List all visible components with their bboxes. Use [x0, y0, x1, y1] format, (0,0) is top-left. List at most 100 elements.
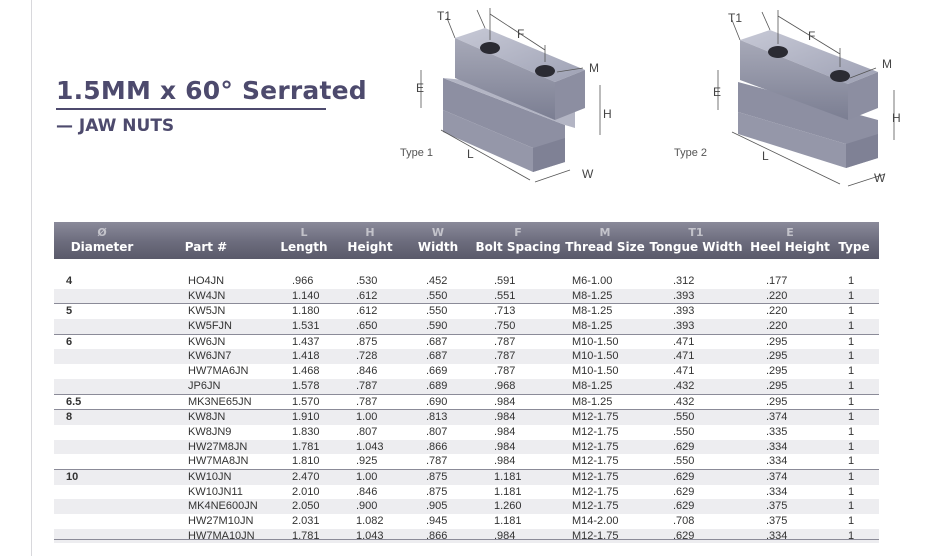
cell-part-number: KW6JN7 — [188, 350, 232, 363]
col-header-tongue-width: T1 Tongue Width — [646, 226, 746, 254]
cell-thread-size: M14-2.00 — [572, 515, 619, 527]
cell-height: 1.082 — [356, 515, 384, 527]
cell-height: .875 — [356, 335, 378, 348]
cell-thread-size: M10-1.50 — [572, 335, 619, 348]
cell-height: .846 — [356, 485, 378, 498]
table-row: 8 KW8JN 1.910 1.00 .813 .984 M12-1.75 .550 .374 1 — [54, 409, 879, 425]
cell-type: 1 — [848, 529, 855, 542]
type-2-label: Type 2 — [674, 147, 708, 159]
col-header-height: H Height — [342, 226, 398, 254]
cell-width: .550 — [426, 305, 448, 318]
cell-length: 1.140 — [292, 289, 320, 302]
tongue-front — [455, 38, 555, 120]
heel-side — [846, 134, 878, 168]
cell-diameter: 8 — [66, 411, 73, 424]
table-row: HW7MA8JN 1.810 .925 .787 .984 M12-1.75 .550 .33… — [54, 454, 879, 469]
col-symbol: F — [514, 226, 522, 239]
table-row: KW4JN 1.140 .612 .550 .551 M8-1.25 .393 .220 1 — [54, 288, 879, 304]
heel-side — [533, 138, 565, 172]
cell-thread-size: M8-1.25 — [572, 305, 613, 318]
cell-type: 1 — [848, 425, 855, 438]
cell-height: 1.043 — [356, 529, 384, 542]
cell-bolt-spacing: 1.181 — [494, 485, 522, 498]
cell-heel-height: .220 — [766, 289, 788, 302]
tongue-side — [555, 70, 585, 120]
cell-type: 1 — [848, 379, 855, 392]
cell-heel-height: .334 — [766, 529, 788, 542]
col-header-diameter: Ø Diameter — [62, 226, 142, 254]
cell-part-number: KW5JN — [188, 305, 226, 318]
cell-thread-size: M8-1.25 — [572, 379, 613, 392]
cell-part-number: MK4NE600JN — [188, 500, 258, 513]
dim-label-w: W — [582, 167, 594, 181]
cell-length: 1.910 — [292, 411, 320, 424]
bolt-hole-1 — [480, 42, 500, 54]
dim-label-t1: T1 — [728, 11, 742, 25]
table-row: JP6JN 1.578 .787 .689 .968 M8-1.25 .432 .295 1 — [54, 378, 879, 394]
col-label: Bolt Spacing — [475, 240, 561, 254]
jaw-nut-type-2-drawing: T1 F M E H L W — [713, 10, 901, 187]
cell-bolt-spacing: .984 — [494, 440, 516, 453]
bolt-hole-2 — [535, 65, 555, 77]
cell-height: .787 — [356, 395, 378, 408]
cell-tongue-width: .393 — [673, 305, 695, 318]
cell-type: 1 — [848, 275, 855, 287]
cell-bolt-spacing: .984 — [494, 425, 516, 438]
col-symbol: M — [599, 226, 611, 239]
spec-table-header: Ø Diameter Part # L Length H Height W Wi… — [54, 222, 879, 259]
col-label: Part # — [184, 240, 228, 254]
cell-tongue-width: .708 — [673, 515, 695, 527]
cell-type: 1 — [848, 320, 855, 333]
col-label: Height — [347, 240, 393, 254]
page-title: 1.5MM x 60° Serrated — [56, 76, 367, 105]
dim-label-l: L — [467, 147, 474, 161]
cell-thread-size: M12-1.75 — [572, 529, 619, 542]
cell-part-number: HW27M10JN — [188, 515, 254, 527]
cell-thread-size: M12-1.75 — [572, 485, 619, 498]
spec-table-body: 4 HO4JN .966.530.452.591 M6-1.00.312.177 1 KW… — [54, 274, 879, 544]
table-row: MK4NE600JN 2.050 .900 .905 1.260 M12-1.75 .629… — [54, 499, 879, 514]
cell-bolt-spacing: 1.260 — [494, 500, 522, 513]
cell-bolt-spacing: .787 — [494, 365, 516, 378]
cell-height: .728 — [356, 350, 378, 363]
cell-heel-height: .374 — [766, 470, 788, 483]
cell-diameter: 5 — [66, 305, 73, 318]
cell-width: .866 — [426, 529, 448, 542]
col-symbol: E — [786, 226, 794, 239]
cell-width: .687 — [426, 350, 448, 363]
cell-type: 1 — [848, 485, 855, 498]
col-symbol: W — [431, 226, 445, 239]
cell-tongue-width: .471 — [673, 335, 695, 348]
cell-length: 2.031 — [292, 515, 320, 527]
cell-type: 1 — [848, 335, 855, 348]
cell-height: .807 — [356, 425, 378, 438]
cell-length: 1.781 — [292, 529, 320, 542]
cell-thread-size: M12-1.75 — [572, 470, 619, 483]
cell-thread-size: M12-1.75 — [572, 425, 619, 438]
col-symbol: L — [300, 226, 308, 239]
cell-width: .690 — [426, 395, 448, 408]
col-label: Heel Height — [750, 240, 830, 254]
tongue-front — [740, 40, 848, 120]
cell-length: 1.810 — [292, 455, 320, 468]
table-row: KW6JN7 1.418 .728 .687 .787 M10-1.50 .471 .295 1 — [54, 349, 879, 365]
cell-length: 1.180 — [292, 305, 320, 318]
dim-label-e: E — [416, 81, 424, 95]
dim-label-e: E — [713, 85, 721, 99]
cell-height: .530 — [356, 275, 378, 287]
cell-tongue-width: .393 — [673, 289, 695, 302]
cell-bolt-spacing: .984 — [494, 455, 516, 468]
cell-tongue-width: .393 — [673, 320, 695, 333]
cell-tongue-width: .629 — [673, 440, 695, 453]
cell-thread-size: M12-1.75 — [572, 455, 619, 468]
cell-bolt-spacing: .551 — [494, 289, 516, 302]
col-header-thread-size: M Thread Size — [560, 226, 650, 254]
cell-length: 2.010 — [292, 485, 320, 498]
cell-length: 2.050 — [292, 500, 320, 513]
cell-heel-height: .295 — [766, 335, 788, 348]
cell-part-number: HW7MA6JN — [188, 365, 249, 378]
cell-width: .687 — [426, 335, 448, 348]
col-header-type: Type — [834, 240, 874, 254]
cell-heel-height: .334 — [766, 485, 788, 498]
cell-part-number: HW7MA10JN — [188, 529, 255, 542]
